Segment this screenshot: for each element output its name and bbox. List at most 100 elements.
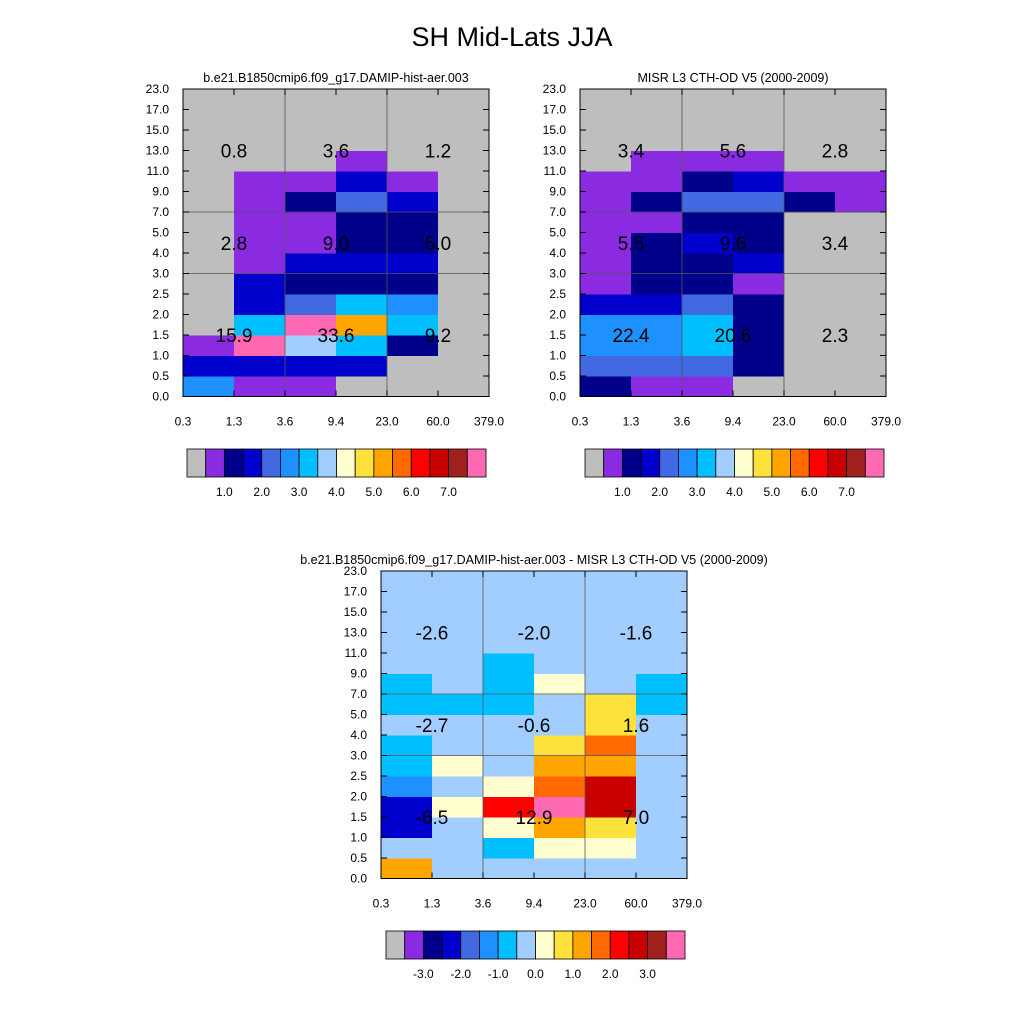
colorbar-swatch (479, 930, 499, 960)
heatmap-cell (835, 130, 887, 151)
x-tick-label: 3.6 (475, 897, 492, 911)
heatmap-cell (336, 335, 388, 356)
y-tick-label: 2.5 (152, 287, 169, 301)
heatmap-cell (438, 130, 490, 151)
heatmap-cell (234, 109, 286, 131)
colorbar-swatch (640, 448, 661, 478)
heatmap-cell (682, 150, 734, 172)
heatmap-cell (636, 837, 688, 859)
heatmap-cell (636, 796, 688, 818)
heatmap-cell (784, 355, 836, 377)
heatmap-cell (631, 171, 683, 192)
y-tick-label: 1.5 (152, 328, 169, 342)
heatmap-cell (438, 89, 490, 110)
heatmap-cell (835, 109, 887, 131)
heatmap-cell (387, 109, 439, 131)
heatmap-cell (631, 314, 683, 336)
heatmap-cell (285, 171, 337, 192)
y-tick-label: 3.0 (152, 267, 169, 281)
heatmap-cell (682, 109, 734, 131)
heatmap-cell (336, 355, 388, 377)
heatmap-cell (387, 191, 439, 213)
heatmap-cell (682, 294, 734, 315)
heatmap-cell (580, 109, 632, 131)
heatmap-cell (438, 376, 490, 397)
panel-obs: MISR L3 CTH-OD V5 (2000-2009) 0.0 0.5 1.0 1.… (543, 71, 902, 499)
y-tick-label: 13.0 (543, 144, 567, 158)
heatmap-cell (580, 355, 632, 377)
heatmap-cell (631, 212, 683, 233)
heatmap-cell (432, 776, 484, 797)
colorbar-swatch (516, 930, 536, 960)
x-tick-label: 60.0 (823, 415, 847, 429)
heatmap-cell (183, 130, 235, 151)
colorbar-label: 5.0 (764, 485, 781, 499)
panel-title: MISR L3 CTH-OD V5 (2000-2009) (637, 71, 828, 85)
heatmap-cell (387, 150, 439, 172)
heatmap-cell (636, 612, 688, 633)
heatmap-cell (183, 273, 235, 295)
colorbar-label: 7.0 (440, 485, 457, 499)
heatmap-cell (733, 294, 785, 315)
heatmap-cell (733, 232, 785, 254)
heatmap-cell (183, 109, 235, 131)
y-tick-label: 2.5 (549, 287, 566, 301)
heatmap-cell (387, 232, 439, 254)
heatmap-cell (432, 673, 484, 695)
heatmap-cell (835, 232, 887, 254)
heatmap-cell (682, 89, 734, 110)
colorbar-label: 1.0 (614, 485, 631, 499)
y-tick-label: 3.0 (350, 749, 367, 763)
heatmap-cell (534, 776, 586, 797)
heatmap-cell (784, 273, 836, 295)
heatmap-cell (381, 653, 433, 674)
x-tick-label: 379.0 (474, 415, 504, 429)
y-tick-label: 0.0 (350, 872, 367, 886)
heatmap-cell (534, 653, 586, 674)
heatmap-cell (483, 817, 535, 838)
heatmap-cell (682, 376, 734, 397)
heatmap-cell (432, 591, 484, 613)
heatmap-cell (835, 89, 887, 110)
colorbar-swatch (441, 930, 462, 960)
heatmap-cell (234, 273, 286, 295)
heatmap-cell (534, 673, 586, 695)
heatmap-cell (585, 817, 637, 838)
box-total-label: 2.8 (221, 234, 247, 255)
y-tick-label: 0.5 (152, 369, 169, 383)
heatmap-cell (580, 89, 632, 110)
heatmap-cell (682, 171, 734, 192)
heatmap-cell (784, 212, 836, 233)
y-tick-label: 1.0 (549, 349, 566, 363)
heatmap-cell (438, 355, 490, 377)
heatmap-cell (285, 232, 337, 254)
heatmap-cell (585, 837, 637, 859)
heatmap-cell (631, 273, 683, 295)
heatmap-cell (733, 314, 785, 336)
heatmap-cell (580, 171, 632, 192)
heatmap-cell (682, 314, 734, 336)
heatmap-cell (580, 253, 632, 274)
heatmap-cell (387, 171, 439, 192)
heatmap-cell (784, 109, 836, 131)
heatmap-cell (183, 171, 235, 192)
heatmap-cell (580, 335, 632, 356)
colorbar-swatch (678, 448, 698, 478)
colorbar-swatch (422, 930, 443, 960)
heatmap-cell (234, 130, 286, 151)
x-tick-label: 60.0 (624, 897, 648, 911)
heatmap-cell (585, 653, 637, 674)
heatmap-cell (387, 335, 439, 356)
figure-title: SH Mid-Lats JJA (411, 22, 612, 52)
heatmap-cell (784, 314, 836, 336)
colorbar-label: -3.0 (413, 967, 434, 981)
heatmap-cell (835, 191, 887, 213)
y-tick-label: 0.0 (549, 390, 566, 404)
x-tick-label: 1.3 (226, 415, 243, 429)
heatmap-cell (483, 632, 535, 654)
heatmap-cell (432, 653, 484, 674)
y-tick-label: 0.0 (152, 390, 169, 404)
heatmap-cell (733, 109, 785, 131)
heatmap-cell (835, 171, 887, 192)
heatmap-cell (483, 796, 535, 818)
